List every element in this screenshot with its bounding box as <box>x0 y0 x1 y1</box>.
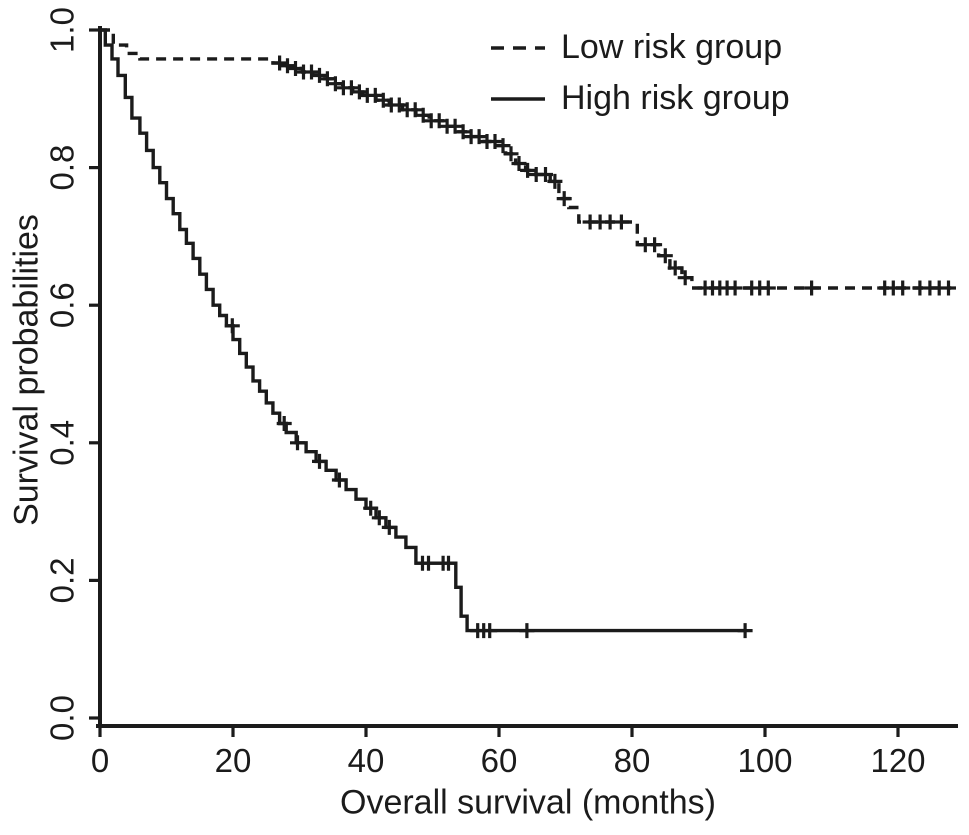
x-tick-label: 20 <box>215 742 252 779</box>
x-tick-label: 0 <box>91 742 109 779</box>
legend-label-low-risk: Low risk group <box>561 28 783 66</box>
x-tick-label: 80 <box>614 742 651 779</box>
censor-marks-high-risk <box>224 318 753 639</box>
legend-item-low-risk: Low risk group <box>490 22 790 73</box>
x-tick-label: 120 <box>870 742 925 779</box>
x-tick-label: 60 <box>481 742 518 779</box>
legend-item-high-risk: High risk group <box>490 73 790 124</box>
x-axis-title: Overall survival (months) <box>340 783 716 822</box>
y-tick-label: 0.6 <box>44 282 81 328</box>
y-tick-label: 0.0 <box>44 695 81 741</box>
x-tick-label: 40 <box>348 742 385 779</box>
y-tick-label: 0.8 <box>44 145 81 191</box>
censor-marks-low-risk <box>272 55 956 296</box>
solid-line-sample-icon <box>491 96 545 101</box>
dashed-line-sample-icon <box>491 45 545 50</box>
y-tick-label: 0.2 <box>44 557 81 603</box>
y-axis-title: Survival probabilities <box>7 214 46 526</box>
legend-label-high-risk: High risk group <box>561 79 790 117</box>
y-tick-label: 1.0 <box>44 7 81 53</box>
y-tick-label: 0.4 <box>44 420 81 466</box>
legend: Low risk group High risk group <box>490 22 790 124</box>
x-tick-label: 100 <box>737 742 792 779</box>
